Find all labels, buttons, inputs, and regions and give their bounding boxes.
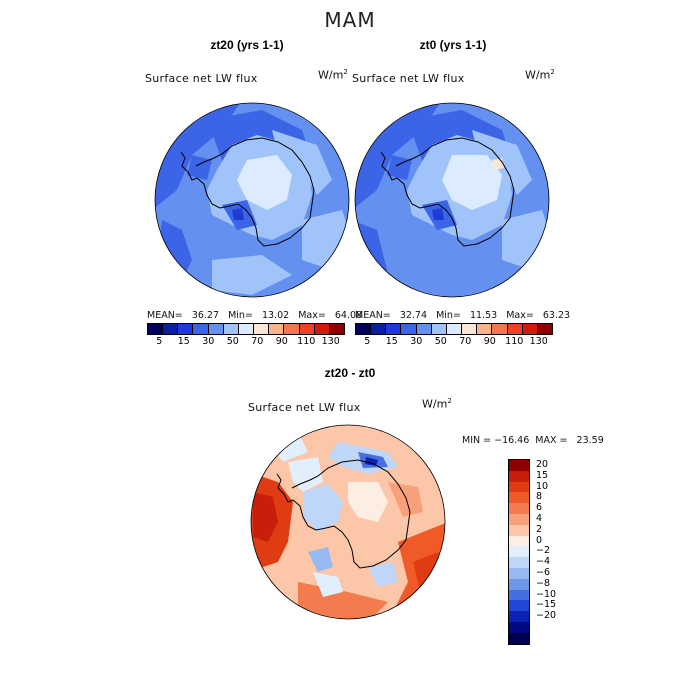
colorbar-tick-label: 15 [536, 469, 549, 481]
colorbar-swatch [477, 324, 493, 334]
colorbar-tick-label: 90 [483, 336, 496, 347]
left-colorbar [147, 323, 345, 335]
colorbar-swatch [223, 324, 239, 334]
left-units-label: W/m2 [318, 68, 348, 82]
colorbar-tick-label: 5 [156, 336, 163, 347]
colorbar-swatch [371, 324, 387, 334]
colorbar-swatch [509, 492, 529, 504]
diff-panel-title: zt20 - zt0 [324, 366, 376, 380]
right-units-label: W/m2 [525, 68, 555, 82]
left-polar-map [154, 102, 350, 298]
left-variable-label: Surface net LW flux [145, 72, 258, 85]
diff-polar-map [250, 424, 446, 620]
colorbar-tick-label: 50 [434, 336, 447, 347]
colorbar-tick-label: 70 [459, 336, 472, 347]
right-colorbar [355, 323, 553, 335]
colorbar-swatch [509, 503, 529, 514]
colorbar-swatch [509, 567, 529, 579]
colorbar-swatch [509, 621, 529, 633]
right-panel-title: zt0 (yrs 1-1) [419, 38, 487, 52]
left-stats: MEAN= 36.27 Min= 13.02 Max= 64.08 [147, 310, 363, 321]
colorbar-swatch [509, 578, 529, 590]
diff-stats: MIN = −16.46 MAX = 23.59 [462, 435, 604, 446]
colorbar-swatch [356, 324, 372, 334]
colorbar-swatch [208, 324, 224, 334]
colorbar-tick-label: −4 [536, 556, 551, 568]
colorbar-swatch [507, 324, 523, 334]
colorbar-tick-label: 20 [536, 459, 549, 470]
colorbar-swatch [254, 324, 270, 334]
season-title: MAM [324, 8, 376, 32]
colorbar-swatch [329, 324, 345, 334]
colorbar-swatch [509, 632, 529, 644]
diff-units-label: W/m2 [422, 397, 452, 411]
colorbar-swatch [509, 611, 529, 622]
colorbar-swatch [314, 324, 330, 334]
colorbar-tick-label: 130 [529, 336, 548, 347]
colorbar-swatch [416, 324, 432, 334]
colorbar-tick-label: 110 [505, 336, 524, 347]
colorbar-swatch [401, 324, 417, 334]
colorbar-swatch [431, 324, 447, 334]
colorbar-tick-label: 30 [202, 336, 215, 347]
colorbar-swatch [386, 324, 402, 334]
colorbar-tick-label: −10 [536, 588, 557, 600]
colorbar-swatch [509, 535, 529, 547]
colorbar-swatch [238, 324, 255, 334]
colorbar-tick-label: 15 [177, 336, 190, 347]
colorbar-tick-label: 5 [364, 336, 371, 347]
colorbar-tick-label: −8 [536, 577, 551, 589]
colorbar-tick-label: 30 [410, 336, 423, 347]
colorbar-tick-label: 110 [297, 336, 316, 347]
colorbar-swatch [446, 324, 463, 334]
colorbar-swatch [492, 324, 508, 334]
colorbar-tick-label: 8 [536, 491, 543, 503]
colorbar-tick-label: 0 [536, 534, 543, 546]
colorbar-tick-label: 6 [536, 502, 543, 514]
colorbar-tick-label: −20 [536, 610, 557, 622]
colorbar-swatch [178, 324, 194, 334]
colorbar-swatch [284, 324, 300, 334]
colorbar-swatch [537, 324, 553, 334]
right-stats: MEAN= 32.74 Min= 11.53 Max= 63.23 [355, 310, 571, 321]
colorbar-tick-label: 4 [536, 513, 543, 524]
colorbar-swatch [509, 513, 529, 525]
colorbar-swatch [163, 324, 179, 334]
colorbar-swatch [509, 524, 529, 536]
colorbar-swatch [269, 324, 285, 334]
colorbar-tick-label: 70 [251, 336, 264, 347]
colorbar-tick-label: 10 [536, 480, 549, 492]
colorbar-swatch [462, 324, 478, 334]
colorbar-swatch [193, 324, 209, 334]
colorbar-tick-label: 130 [321, 336, 340, 347]
colorbar-tick-label: 2 [536, 523, 543, 535]
colorbar-swatch [522, 324, 538, 334]
right-variable-label: Surface net LW flux [352, 72, 465, 85]
colorbar-tick-label: −15 [536, 599, 557, 611]
colorbar-swatch [509, 557, 529, 568]
colorbar-tick-label: 90 [275, 336, 288, 347]
colorbar-tick-label: −6 [536, 567, 551, 578]
colorbar-swatch [148, 324, 164, 334]
left-colorbar-labels: 5 15 30 50 70 90 110 130 [147, 336, 343, 347]
colorbar-tick-label: 15 [385, 336, 398, 347]
colorbar-swatch [509, 460, 529, 471]
colorbar-swatch [509, 589, 529, 601]
diff-colorbar [508, 459, 530, 645]
colorbar-tick-label: −2 [536, 545, 551, 557]
colorbar-tick-label: 50 [226, 336, 239, 347]
right-polar-map [354, 102, 550, 298]
right-colorbar-labels: 5 15 30 50 70 90 110 130 [355, 336, 551, 347]
diff-variable-label: Surface net LW flux [248, 401, 361, 414]
colorbar-swatch [509, 600, 529, 612]
colorbar-swatch [509, 481, 529, 493]
colorbar-swatch [509, 546, 529, 558]
colorbar-swatch [299, 324, 315, 334]
left-panel-title: zt20 (yrs 1-1) [210, 38, 284, 52]
colorbar-swatch [509, 470, 529, 482]
